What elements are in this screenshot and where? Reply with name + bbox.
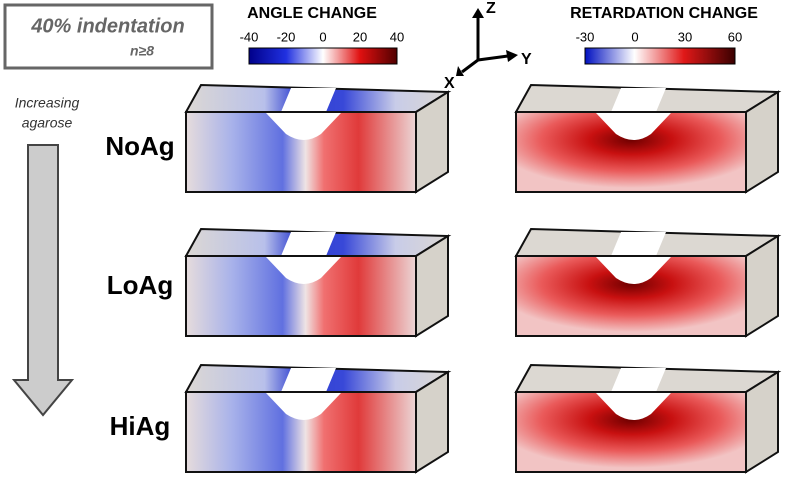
gradient-label: Increasing <box>15 95 80 111</box>
row-label: HiAg <box>110 411 171 441</box>
colorbar-tick-label: 30 <box>678 29 692 44</box>
row: HiAg <box>110 364 779 473</box>
colorbar-tick-label: 20 <box>353 29 367 44</box>
colorbar <box>248 47 398 65</box>
colorbar-tick-label: 60 <box>728 29 742 44</box>
colorbar-title: ANGLE CHANGE <box>247 5 377 22</box>
angle-map <box>185 228 449 337</box>
colorbar <box>584 47 736 65</box>
angle-map <box>185 84 449 193</box>
gradient-label: agarose <box>22 115 73 131</box>
header-title: 40% indentation <box>30 15 184 37</box>
colorbar-tick-label: 0 <box>319 29 326 44</box>
colorbar-tick-label: -30 <box>576 29 595 44</box>
row: LoAg <box>107 228 779 337</box>
axis-label: Y <box>521 51 532 68</box>
retardation-map <box>515 228 779 337</box>
header-box <box>3 3 214 70</box>
retardation-map <box>515 364 779 473</box>
colorbar-tick-label: 0 <box>631 29 638 44</box>
row: NoAg <box>105 84 779 193</box>
axis-label: X <box>444 75 455 92</box>
colorbar-title: RETARDATION CHANGE <box>570 5 758 22</box>
retardation-map <box>515 84 779 193</box>
gradient-arrow <box>11 144 75 417</box>
angle-map <box>185 364 449 473</box>
header-subtitle: n≥8 <box>130 43 154 59</box>
colorbar-tick-label: 40 <box>390 29 404 44</box>
row-label: NoAg <box>105 131 174 161</box>
axis-label: Z <box>486 0 496 17</box>
colorbar-tick-label: -40 <box>240 29 259 44</box>
axes-icon <box>456 8 518 76</box>
colorbar-tick-label: -20 <box>277 29 296 44</box>
row-label: LoAg <box>107 270 173 300</box>
